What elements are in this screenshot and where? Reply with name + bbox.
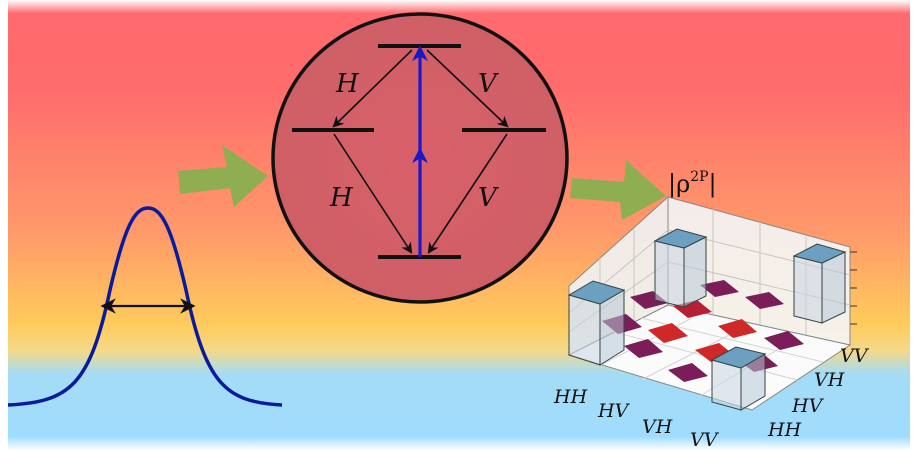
label-lower-right-v: V bbox=[478, 183, 499, 213]
element-tile bbox=[700, 280, 739, 297]
decay-arrow-top-right bbox=[426, 49, 509, 128]
density-matrix-title: |ρ2P| bbox=[668, 169, 717, 199]
density-matrix-plot: |ρ2P| bbox=[553, 169, 870, 450]
x-axis-labels: HH HV VH VV bbox=[553, 386, 720, 450]
z-axis-ticks bbox=[850, 251, 857, 325]
population-bar-hv bbox=[653, 228, 708, 308]
element-tile bbox=[745, 292, 784, 309]
element-tile bbox=[668, 363, 708, 382]
population-bar-hh bbox=[567, 280, 626, 366]
decay-arrow-bottom-left bbox=[333, 133, 413, 254]
green-arrow-right bbox=[570, 160, 666, 220]
x-tick-label: VV bbox=[690, 429, 720, 450]
y-tick-label: VH bbox=[814, 369, 845, 391]
density-title-prefix: |ρ bbox=[668, 170, 690, 199]
x-tick-label: HV bbox=[597, 400, 631, 422]
x-tick-label: VH bbox=[642, 416, 673, 438]
y-tick-label: HH bbox=[767, 419, 802, 441]
y-tick-label: VV bbox=[840, 345, 870, 367]
x-tick-label: HH bbox=[553, 386, 588, 408]
element-tile bbox=[648, 323, 688, 343]
element-tile bbox=[764, 331, 804, 350]
density-title-suffix: | bbox=[709, 170, 717, 199]
green-arrow-left bbox=[178, 145, 268, 207]
label-lower-left-h: H bbox=[329, 183, 354, 213]
y-axis-labels: HH HV VH VV bbox=[767, 345, 870, 441]
gaussian-pulse-curve bbox=[7, 206, 283, 407]
element-tile bbox=[624, 339, 663, 358]
pump-pulse bbox=[7, 206, 283, 407]
decay-arrow-top-left bbox=[332, 49, 413, 128]
label-upper-right-v: V bbox=[478, 69, 499, 99]
density-title-superscript: 2P bbox=[690, 169, 708, 185]
decay-arrow-bottom-right bbox=[427, 133, 508, 254]
population-bar-vv bbox=[710, 346, 767, 411]
element-tile bbox=[718, 319, 757, 338]
label-upper-left-h: H bbox=[335, 69, 360, 99]
y-tick-label: HV bbox=[791, 395, 825, 417]
cascade-level-diagram: H V H V bbox=[271, 12, 569, 304]
population-bar-vh bbox=[792, 243, 847, 324]
